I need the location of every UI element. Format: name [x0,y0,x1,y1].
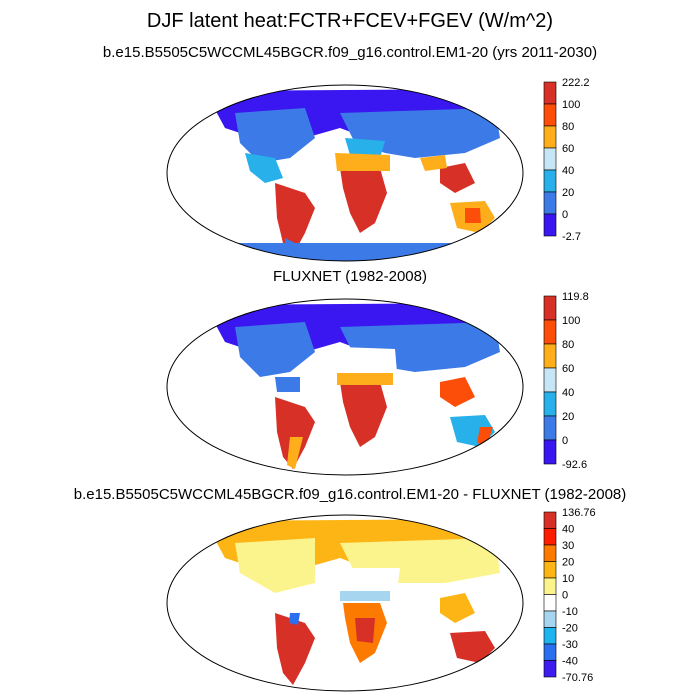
colorbar-swatch [543,511,557,529]
colorbar-swatch [543,125,557,149]
colorbar-label: 222.2 [562,77,590,89]
colorbar-swatch [543,103,557,127]
colorbar-swatch [543,643,557,661]
panel-1-subtitle: b.e15.B5505C5WCCML45BGCR.f09_g16.control… [102,44,598,61]
colorbar-swatch [543,147,557,171]
colorbar-swatch [543,169,557,193]
colorbar-label: 100 [562,99,580,111]
panel-3-colorbar: 136.76 40 30 20 10 0 -10 -20 -30 -40 -70.76 [543,507,596,684]
colorbar-label: -2.7 [562,231,581,243]
colorbar-swatch [543,610,557,628]
colorbar-label: 60 [562,363,574,375]
colorbar-label: 10 [562,573,574,585]
colorbar-swatch [543,627,557,645]
colorbar-label: -20 [562,623,578,635]
colorbar-label: 0 [562,590,568,602]
colorbar-label: 30 [562,540,574,552]
main-title: DJF latent heat:FCTR+FCEV+FGEV (W/m^2) [146,10,554,32]
colorbar-swatch [543,415,557,441]
colorbar-label: -40 [562,656,578,668]
colorbar-swatch [543,439,557,465]
colorbar-swatch [543,577,557,595]
colorbar-label: -30 [562,639,578,651]
panel-2-colorbar: 119.8 100 80 60 40 20 0 -92.6 [543,291,589,470]
panel-3-map [166,514,524,692]
panel-2-subtitle: FLUXNET (1982-2008) [273,268,427,285]
colorbar-swatch [543,295,557,321]
colorbar-label: 40 [562,524,574,536]
colorbar-label: 60 [562,143,574,155]
colorbar-swatch [543,367,557,393]
colorbar-label: -10 [562,606,578,618]
panel-1-colorbar: 222.2 100 80 60 40 20 0 -2.7 [543,77,590,243]
colorbar-label: 136.76 [562,507,596,519]
panel-2-map [166,298,524,476]
colorbar-label: -70.76 [562,672,593,684]
colorbar-label: 0 [562,209,568,221]
colorbar-label: 80 [562,339,574,351]
colorbar-label: 100 [562,315,580,327]
colorbar-swatch [543,660,557,678]
colorbar-swatch [543,594,557,612]
colorbar-label: 20 [562,411,574,423]
colorbar-label: 20 [562,557,574,569]
colorbar-swatch [543,191,557,215]
colorbar-swatch [543,528,557,546]
colorbar-swatch [543,343,557,369]
colorbar-swatch [543,544,557,562]
colorbar-swatch [543,319,557,345]
colorbar-label: -92.6 [562,459,587,470]
panel-1-map [166,84,524,262]
colorbar-label: 40 [562,165,574,177]
colorbar-swatch [543,391,557,417]
colorbar-swatch [543,561,557,579]
colorbar-label: 40 [562,387,574,399]
colorbar-swatch [543,213,557,237]
colorbar-label: 119.8 [562,291,589,303]
colorbar-swatch [543,81,557,105]
colorbar-label: 80 [562,121,574,133]
colorbar-label: 20 [562,187,574,199]
colorbar-label: 0 [562,435,568,447]
panel-3-subtitle: b.e15.B5505C5WCCML45BGCR.f09_g16.control… [73,486,627,503]
